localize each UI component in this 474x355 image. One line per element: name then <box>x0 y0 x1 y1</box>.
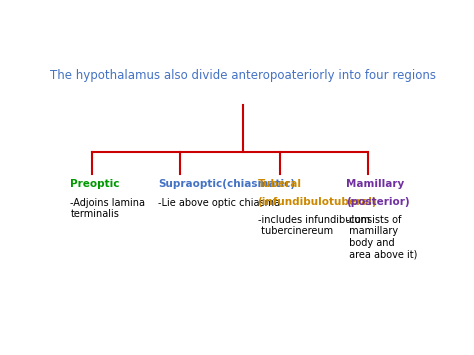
Text: Preoptic: Preoptic <box>70 179 120 189</box>
Text: -Adjoins lamina
terminalis: -Adjoins lamina terminalis <box>70 198 145 219</box>
Text: -Lie above optic chiasma: -Lie above optic chiasma <box>158 198 281 208</box>
Text: -includes infundibulum
 tubercinereum: -includes infundibulum tubercinereum <box>258 215 370 236</box>
Text: -consists of
 mamillary
 body and
 area above it): -consists of mamillary body and area abo… <box>346 215 417 260</box>
Text: (posterior): (posterior) <box>346 197 410 207</box>
Text: The hypothalamus also divide anteropoateriorly into four regions: The hypothalamus also divide anteropoate… <box>50 69 436 82</box>
Text: (infundibulotuberal): (infundibulotuberal) <box>258 197 377 207</box>
Text: Mamillary: Mamillary <box>346 179 404 189</box>
Text: Tuberal: Tuberal <box>258 179 301 189</box>
Text: Supraoptic(chiasmatic): Supraoptic(chiasmatic) <box>158 179 296 189</box>
